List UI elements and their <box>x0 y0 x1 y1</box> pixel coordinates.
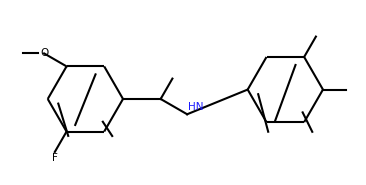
Text: F: F <box>52 153 58 163</box>
Text: HN: HN <box>188 102 203 112</box>
Text: O: O <box>40 48 48 58</box>
